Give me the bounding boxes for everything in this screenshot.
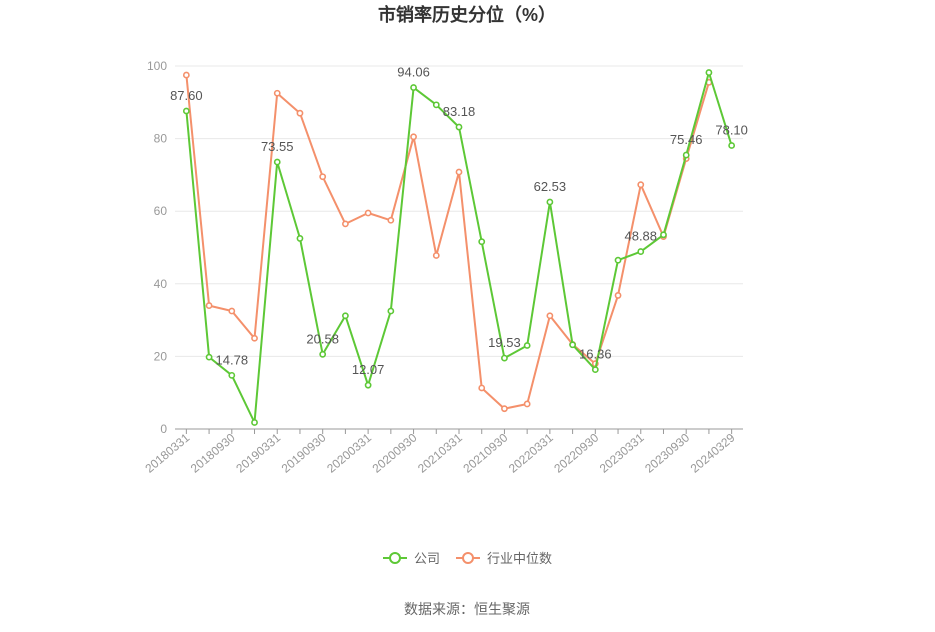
- legend-industry-label: 行业中位数: [487, 551, 552, 566]
- grid: [175, 65, 743, 357]
- data-label: 78.10: [715, 122, 748, 137]
- chart-title: 市销率历史分位（%）: [378, 4, 556, 25]
- legend-industry-marker: [462, 552, 474, 564]
- data-point-0: [478, 238, 486, 246]
- data-point-0: [660, 231, 667, 239]
- data-point-0: [273, 158, 281, 166]
- data-point-1: [387, 216, 395, 224]
- data-label: 19.53: [488, 335, 521, 350]
- data-point-1: [296, 109, 304, 117]
- y-axis: 0 20 40 60 80 100: [147, 59, 167, 436]
- x-tick-label: 20200331: [324, 430, 374, 475]
- x-tick-label: 20220930: [551, 430, 601, 475]
- data-label: 14.78: [216, 352, 249, 367]
- data-point-0: [591, 366, 599, 374]
- data-point-0: [569, 341, 576, 349]
- data-point-1: [546, 312, 554, 320]
- x-tick-label: 20180331: [142, 430, 192, 475]
- data-point-0: [682, 151, 690, 159]
- source-text: 数据来源：恒生聚源: [404, 601, 530, 617]
- data-label: 87.60: [170, 88, 203, 103]
- data-label: 83.18: [443, 104, 476, 119]
- data-point-0: [728, 142, 736, 149]
- x-tick-label: 20190331: [233, 430, 283, 475]
- y-tick-label: 80: [154, 132, 168, 146]
- data-point-0: [705, 69, 713, 76]
- data-point-1: [637, 181, 645, 189]
- data-label: 12.07: [352, 362, 385, 377]
- data-point-0: [251, 419, 258, 426]
- data-point-1: [228, 307, 236, 315]
- data-label: 62.53: [534, 179, 567, 194]
- data-point-0: [296, 235, 304, 242]
- data-point-0: [455, 123, 463, 131]
- data-label: 20.58: [306, 331, 339, 346]
- data-point-1: [205, 302, 213, 309]
- x-tick-label: 20210331: [415, 430, 465, 475]
- data-point-0: [432, 101, 440, 109]
- data-point-0: [182, 107, 190, 115]
- data-point-0: [614, 256, 622, 264]
- y-tick-label: 20: [154, 349, 168, 363]
- y-tick-label: 0: [160, 422, 167, 436]
- x-tick-label: 20210930: [460, 430, 510, 475]
- data-point-1: [410, 133, 417, 141]
- data-label: 73.55: [261, 139, 294, 154]
- x-tick-label: 20190930: [279, 430, 329, 475]
- data-label: 48.88: [624, 229, 657, 244]
- data-point-1: [341, 220, 349, 228]
- legend-item-industry-median[interactable]: 行业中位数: [456, 551, 552, 566]
- series-layer: [182, 69, 736, 426]
- legend-company-label: 公司: [414, 551, 440, 566]
- data-point-0: [364, 381, 372, 389]
- data-point-1: [501, 405, 508, 413]
- data-point-1: [523, 400, 531, 408]
- data-point-1: [182, 71, 190, 79]
- x-tick-label: 20230930: [642, 430, 692, 475]
- y-tick-label: 60: [154, 204, 168, 218]
- y-tick-label: 100: [147, 59, 167, 73]
- data-point-0: [410, 84, 417, 91]
- data-point-1: [364, 209, 372, 217]
- data-point-1: [614, 292, 622, 299]
- data-label: 75.46: [670, 132, 703, 147]
- data-point-0: [228, 371, 236, 379]
- data-point-0: [341, 312, 349, 320]
- legend[interactable]: 公司 行业中位数: [383, 551, 552, 566]
- x-tick-label: 20220331: [506, 430, 556, 475]
- x-tick-label: 20240329: [688, 430, 738, 475]
- data-label: 16.36: [579, 347, 612, 362]
- data-label: 94.06: [397, 65, 430, 80]
- data-point-1: [319, 173, 327, 181]
- data-point-0: [387, 307, 395, 315]
- data-point-0: [637, 248, 645, 255]
- legend-item-company[interactable]: 公司: [383, 551, 440, 566]
- data-point-1: [273, 89, 281, 97]
- data-point-1: [478, 384, 486, 392]
- data-point-1: [251, 334, 258, 342]
- y-tick-label: 40: [154, 277, 168, 291]
- data-point-0: [501, 354, 508, 362]
- data-point-1: [455, 168, 463, 176]
- data-point-0: [205, 353, 213, 361]
- x-tick-label: 20230331: [597, 430, 647, 475]
- data-labels: 87.60 14.78 73.55 20.58 12.07 94.06 83.18 19.53…: [170, 65, 748, 378]
- data-point-0: [319, 350, 327, 358]
- legend-company-marker: [389, 552, 401, 564]
- series-line-1: [185, 75, 710, 410]
- data-point-0: [523, 342, 531, 349]
- x-tick-label: 20200930: [370, 430, 420, 475]
- x-tick-label: 20180930: [188, 430, 238, 475]
- data-point-1: [432, 252, 440, 259]
- data-point-0: [546, 198, 554, 206]
- x-axis: 2018033120180930201903312019093020200331…: [142, 428, 743, 476]
